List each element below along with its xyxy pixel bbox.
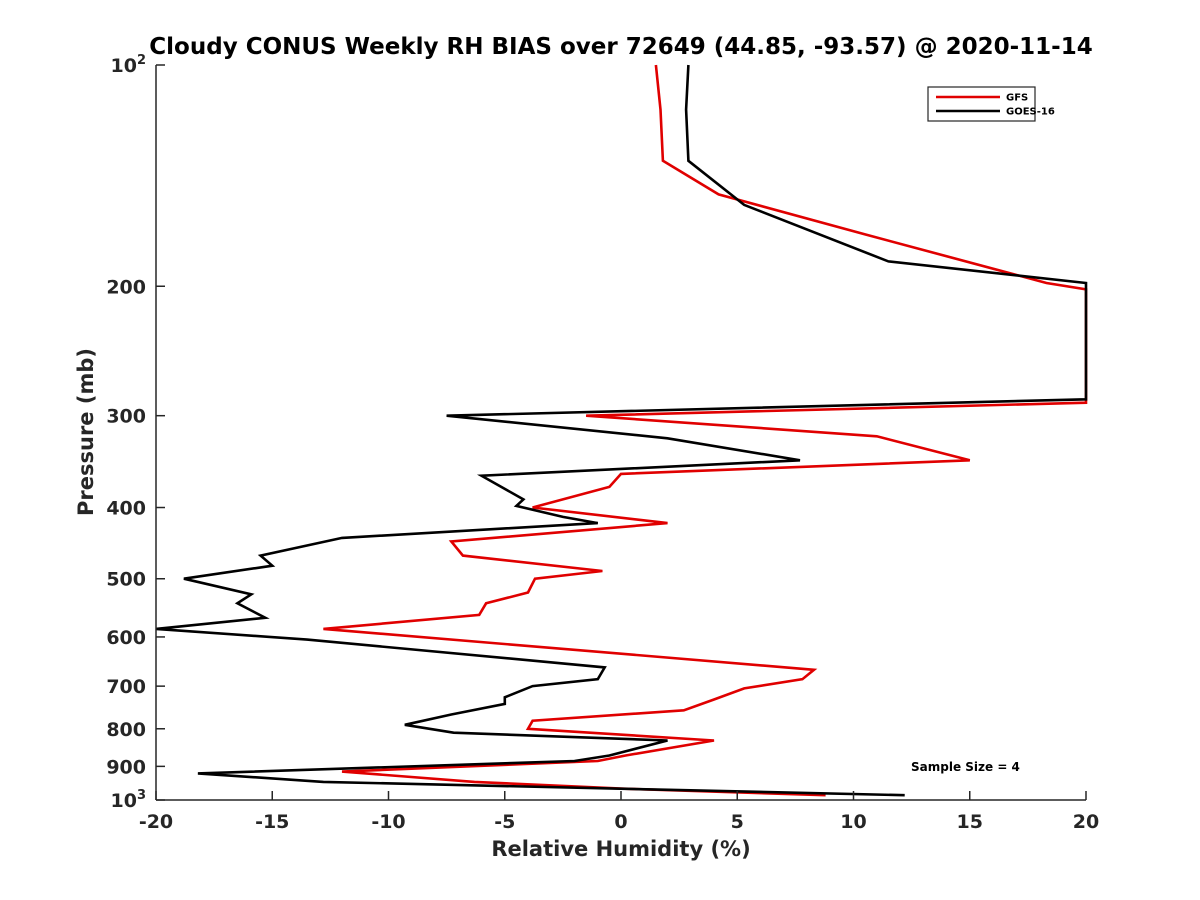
x-tick-label: 0 xyxy=(614,811,627,833)
y-tick-label: 500 xyxy=(106,569,146,591)
x-ticks: -20 -15 -10 -5 0 5 10 15 20 xyxy=(139,791,1099,833)
x-tick-label: 5 xyxy=(731,811,744,833)
legend-label: GOES-16 xyxy=(1006,107,1055,118)
y-ticks: 102 200 300 400 500 600 700 800 900 103 xyxy=(106,53,165,812)
x-tick-label: -20 xyxy=(139,811,173,833)
y-tick-label: 600 xyxy=(106,627,146,649)
legend-box xyxy=(927,86,1036,122)
y-tick-label: 900 xyxy=(106,756,146,778)
x-axis-label: Relative Humidity (%) xyxy=(491,837,750,861)
x-tick-label: 10 xyxy=(840,811,866,833)
series-line-goes-16 xyxy=(155,64,1088,797)
y-tick-label: 400 xyxy=(106,498,146,520)
chart-title: Cloudy CONUS Weekly RH BIAS over 72649 (… xyxy=(149,34,1092,60)
legend: GFS GOES-16 xyxy=(927,86,1055,122)
x-tick-label: -15 xyxy=(255,811,289,833)
y-axis-label: Pressure (mb) xyxy=(74,348,98,516)
y-tick-label: 200 xyxy=(106,276,146,298)
series-layer xyxy=(155,64,1088,797)
x-tick-label: -10 xyxy=(371,811,405,833)
x-tick-label: 20 xyxy=(1073,811,1099,833)
y-tick-label: 700 xyxy=(106,676,146,698)
legend-label: GFS xyxy=(1006,93,1028,104)
y-tick-label: 300 xyxy=(106,406,146,428)
y-tick-label: 800 xyxy=(106,719,146,741)
y-tick-label: 102 xyxy=(111,53,147,77)
sample-size-annotation: Sample Size = 4 xyxy=(911,760,1020,774)
x-tick-label: 15 xyxy=(957,811,983,833)
x-tick-label: -5 xyxy=(494,811,515,833)
y-tick-label: 103 xyxy=(111,788,147,812)
